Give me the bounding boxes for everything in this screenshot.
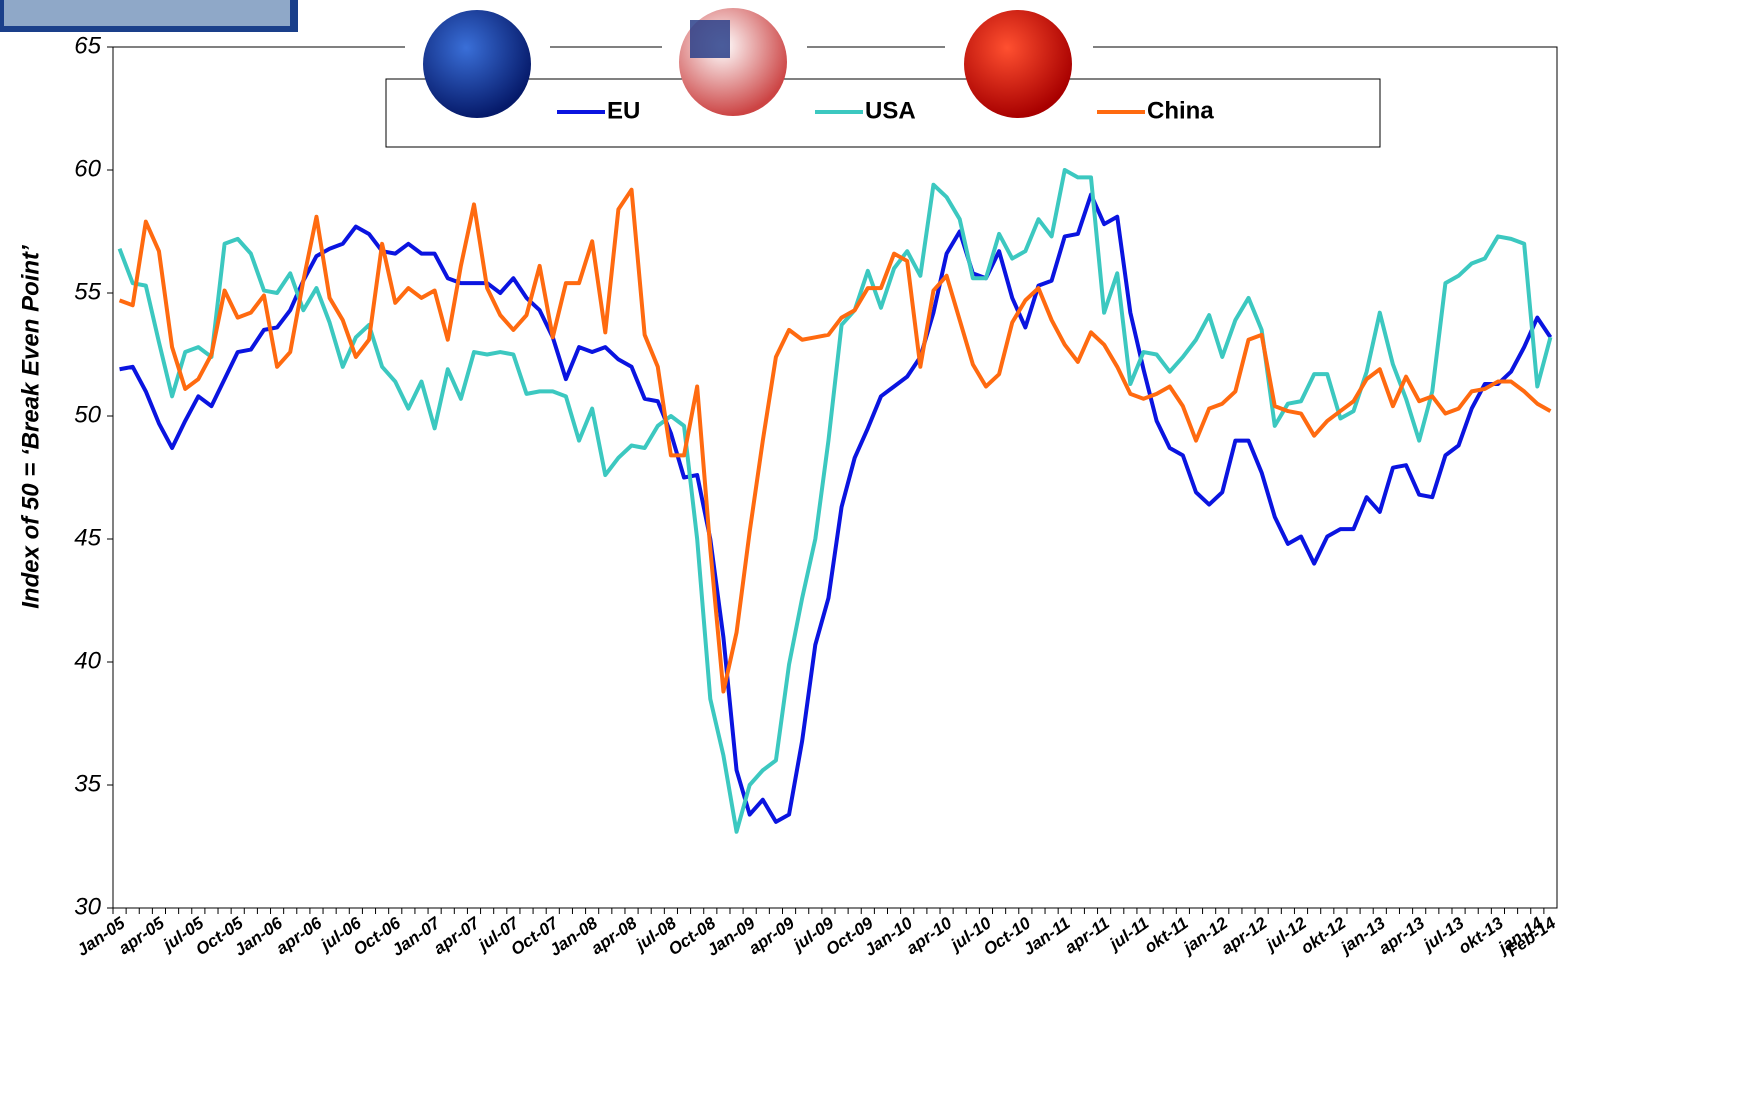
y-tick-label: 60 <box>74 155 101 182</box>
x-tick-label: apr-08 <box>588 913 641 958</box>
y-tick-label: 55 <box>74 278 101 305</box>
y-tick-label: 35 <box>74 770 101 797</box>
x-tick-label: okt-11 <box>1141 913 1192 957</box>
y-tick-label: 40 <box>74 647 101 674</box>
x-tick-label: apr-13 <box>1375 913 1428 958</box>
y-tick-label: 65 <box>74 32 101 59</box>
x-tick-label: okt-12 <box>1297 913 1349 958</box>
y-tick-label: 45 <box>74 524 101 551</box>
x-tick-label: apr-11 <box>1061 913 1113 957</box>
x-tick-label: apr-10 <box>903 913 956 958</box>
header-image-inner <box>4 0 290 26</box>
x-tick-label: apr-12 <box>1218 913 1271 958</box>
series-line <box>120 170 1551 832</box>
flag-china <box>964 10 1072 118</box>
x-tick-label: apr-07 <box>430 913 484 959</box>
chart: Index of 50 = ‘Break Even Point’ 30 35 40 4… <box>0 0 1750 1098</box>
series-line <box>120 195 1551 822</box>
flag-eu <box>423 10 531 118</box>
y-tick-label: 50 <box>74 401 101 428</box>
series-line <box>120 190 1551 692</box>
x-tick-label: okt-13 <box>1455 913 1507 958</box>
legend-label: China <box>1147 97 1214 124</box>
x-tick-label: apr-05 <box>115 913 168 958</box>
x-tick-label: apr-06 <box>273 913 326 958</box>
y-tick-label: 30 <box>74 893 101 920</box>
legend-label: EU <box>607 97 640 124</box>
legend-label: USA <box>865 97 916 124</box>
flag-usa-canton <box>690 20 730 58</box>
plot-frame <box>113 47 1557 908</box>
x-tick-label: apr-09 <box>745 913 798 958</box>
y-axis-label: Index of 50 = ‘Break Even Point’ <box>17 245 44 609</box>
